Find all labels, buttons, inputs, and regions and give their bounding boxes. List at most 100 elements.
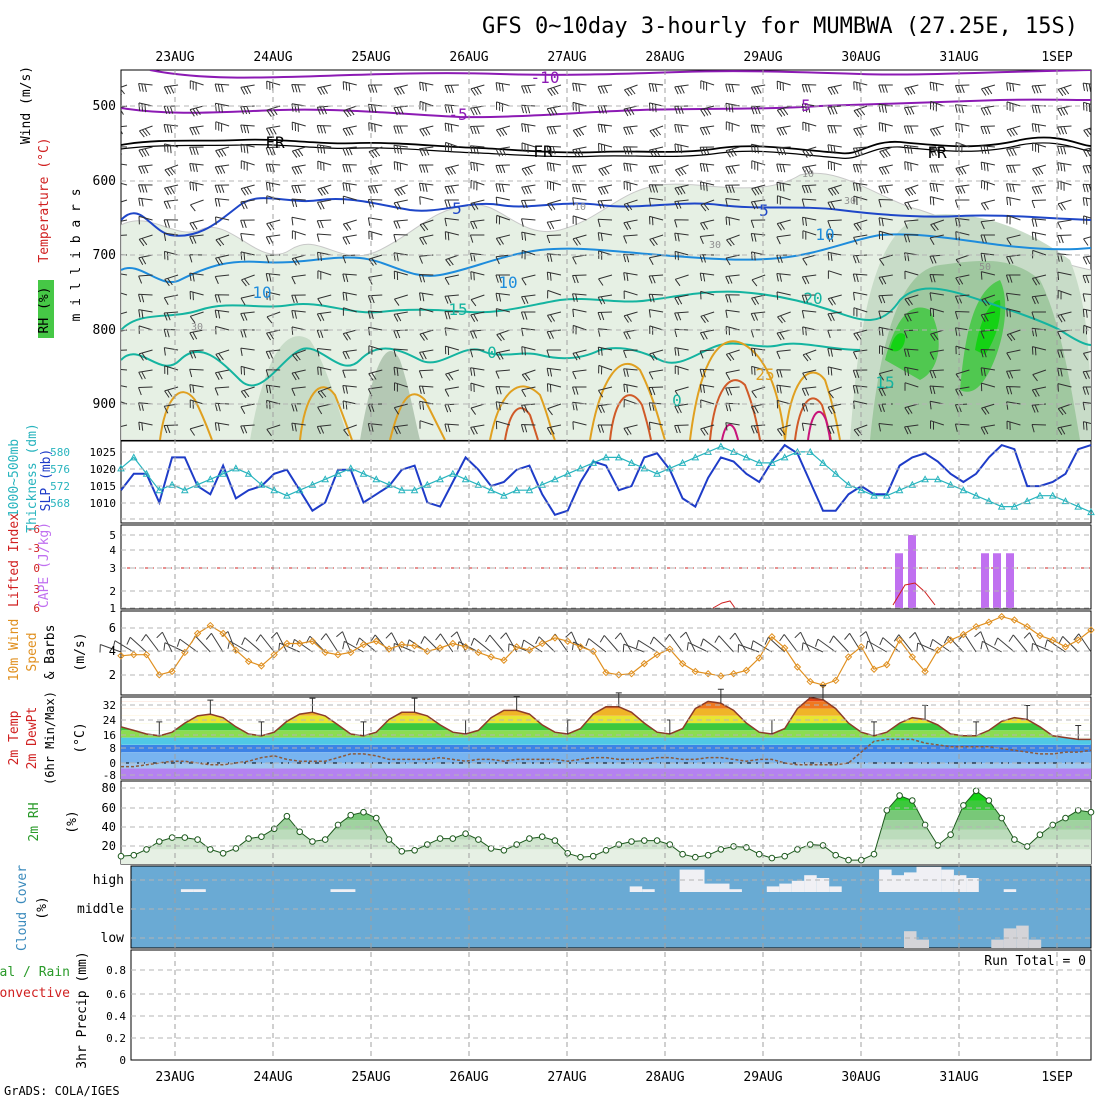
slp-tick: 1015	[90, 480, 117, 493]
date-label-bottom: 25AUG	[351, 1070, 390, 1085]
upper-wind-barb	[776, 80, 791, 91]
rh-point	[117, 852, 125, 860]
upper-wind-barb	[1006, 369, 1021, 379]
upper-wind-barb	[1031, 294, 1047, 305]
upper-wind-barb	[623, 146, 638, 155]
upper-wind-barb	[725, 121, 740, 132]
upper-wind-barb	[1006, 329, 1021, 342]
upper-wind-barb	[419, 81, 434, 92]
upper-wind-barb	[1005, 274, 1021, 283]
high-cloud-block	[953, 875, 967, 892]
thickness-point	[614, 453, 623, 461]
wind-speed-point	[883, 661, 891, 669]
rh-point	[462, 830, 469, 838]
upper-wind-barb	[1057, 145, 1072, 155]
temp-contour-25d	[489, 385, 556, 440]
upper-wind-barb	[572, 386, 587, 395]
upper-wind-barb	[827, 294, 842, 306]
temp-whisker	[360, 721, 367, 736]
high-cloud-block	[692, 869, 705, 892]
temperature-contour-label: -5	[448, 105, 467, 124]
upper-wind-barb	[1006, 82, 1021, 92]
upper-wind-barb	[904, 311, 919, 322]
upper-wind-barb	[699, 234, 715, 245]
upper-wind-barb	[699, 163, 715, 173]
wind-speed-point	[908, 653, 917, 661]
upper-wind-barb	[623, 311, 638, 323]
upper-wind-barb	[776, 369, 791, 378]
wind10-barb	[622, 643, 645, 653]
upper-wind-barb	[546, 383, 562, 393]
upper-wind-barb	[342, 81, 357, 92]
cape-bar	[993, 553, 1001, 608]
upper-wind-barb	[215, 349, 230, 362]
upper-wind-barb	[929, 125, 944, 137]
upper-wind-barb	[316, 348, 332, 357]
upper-wind-barb	[317, 160, 332, 171]
upper-wind-barb	[495, 308, 511, 317]
upper-wind-barb	[980, 271, 996, 280]
upper-wind-barb	[342, 219, 357, 231]
upper-wind-barb	[878, 184, 893, 194]
upper-wind-barb	[214, 164, 230, 175]
upper-wind-barb	[121, 385, 128, 388]
upper-wind-barb	[674, 347, 689, 357]
rh-point	[1049, 821, 1056, 829]
upper-wind-barb	[623, 424, 638, 436]
upper-wind-barb	[1032, 249, 1047, 259]
wind10-barb	[893, 634, 913, 653]
thickness-point	[487, 486, 495, 494]
upper-wind-barb	[138, 309, 153, 319]
upper-wind-barb	[121, 349, 128, 351]
cape-bars	[895, 535, 1014, 608]
upper-wind-barb	[496, 329, 511, 342]
upper-wind-barb	[189, 163, 204, 173]
upper-wind-barb	[700, 311, 715, 324]
wind-speed-point	[142, 650, 151, 659]
upper-wind-barb	[623, 272, 638, 282]
upper-wind-barb	[597, 218, 613, 228]
cape-panel	[120, 524, 1092, 610]
thickness-point	[129, 453, 138, 461]
upper-wind-barb	[674, 294, 689, 305]
rh-point	[628, 838, 635, 845]
upper-wind-barb	[470, 219, 485, 230]
upper-wind-barb	[343, 105, 357, 118]
upper-wind-barb	[1083, 127, 1091, 138]
upper-wind-barb	[648, 83, 664, 93]
thickness-point	[193, 480, 202, 488]
temp-contour-25a	[159, 391, 213, 440]
cloud-level-tick: high	[93, 873, 124, 888]
temp-band	[121, 768, 1091, 779]
wind10-barb	[176, 638, 198, 653]
upper-wind-barb	[546, 145, 561, 155]
upper-wind-barb	[878, 230, 893, 241]
upper-wind-barb	[189, 290, 204, 301]
ylabel-rh2m-units: (%)	[65, 810, 80, 833]
upper-wind-barb	[674, 143, 689, 154]
upper-wind-barb	[291, 230, 306, 240]
upper-wind-barb	[852, 385, 868, 394]
upper-wind-barb	[776, 181, 791, 192]
upper-wind-barb	[240, 386, 255, 399]
wind10-barb	[1044, 639, 1066, 653]
wind10-barb	[679, 631, 696, 653]
thickness-point	[308, 480, 317, 488]
upper-wind-barb	[776, 146, 791, 156]
upper-wind-barb	[189, 384, 204, 394]
temp-tick: 16	[103, 729, 116, 742]
thickness-point	[665, 464, 674, 472]
upper-wind-barb	[214, 422, 230, 432]
upper-wind-barb	[265, 273, 281, 282]
temp-band	[121, 715, 1091, 724]
wind-speed-point	[551, 634, 559, 642]
rh-point	[896, 792, 903, 799]
upper-wind-barb	[597, 123, 613, 133]
ylabel-cloud: Cloud Cover	[15, 865, 30, 951]
upper-wind-barb	[291, 216, 306, 226]
rh-point	[1036, 831, 1044, 839]
rh-region-peak2	[890, 333, 906, 352]
wind-speed-point	[359, 640, 368, 649]
upper-wind-barb	[776, 219, 791, 231]
upper-wind-barb	[445, 254, 460, 267]
